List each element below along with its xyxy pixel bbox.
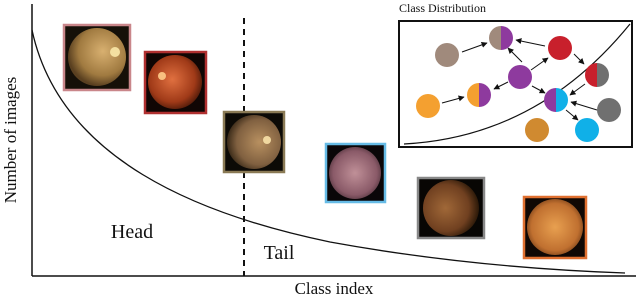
inset-title: Class Distribution <box>399 1 486 15</box>
fundus-images <box>62 23 588 260</box>
inset: Class Distribution <box>398 1 633 148</box>
axes <box>31 4 636 277</box>
y-axis-label: Number of images <box>1 77 20 204</box>
x-axis-label: Class index <box>295 279 374 298</box>
long-tail-curve <box>31 29 626 274</box>
head-label: Head <box>111 221 153 243</box>
tail-label: Tail <box>264 242 295 264</box>
